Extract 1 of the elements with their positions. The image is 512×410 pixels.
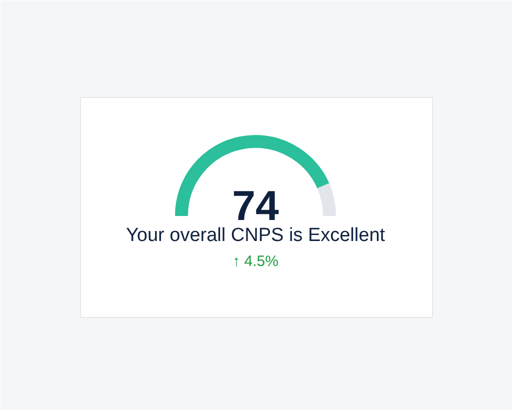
text: ↑ 4.5%: [232, 253, 278, 270]
